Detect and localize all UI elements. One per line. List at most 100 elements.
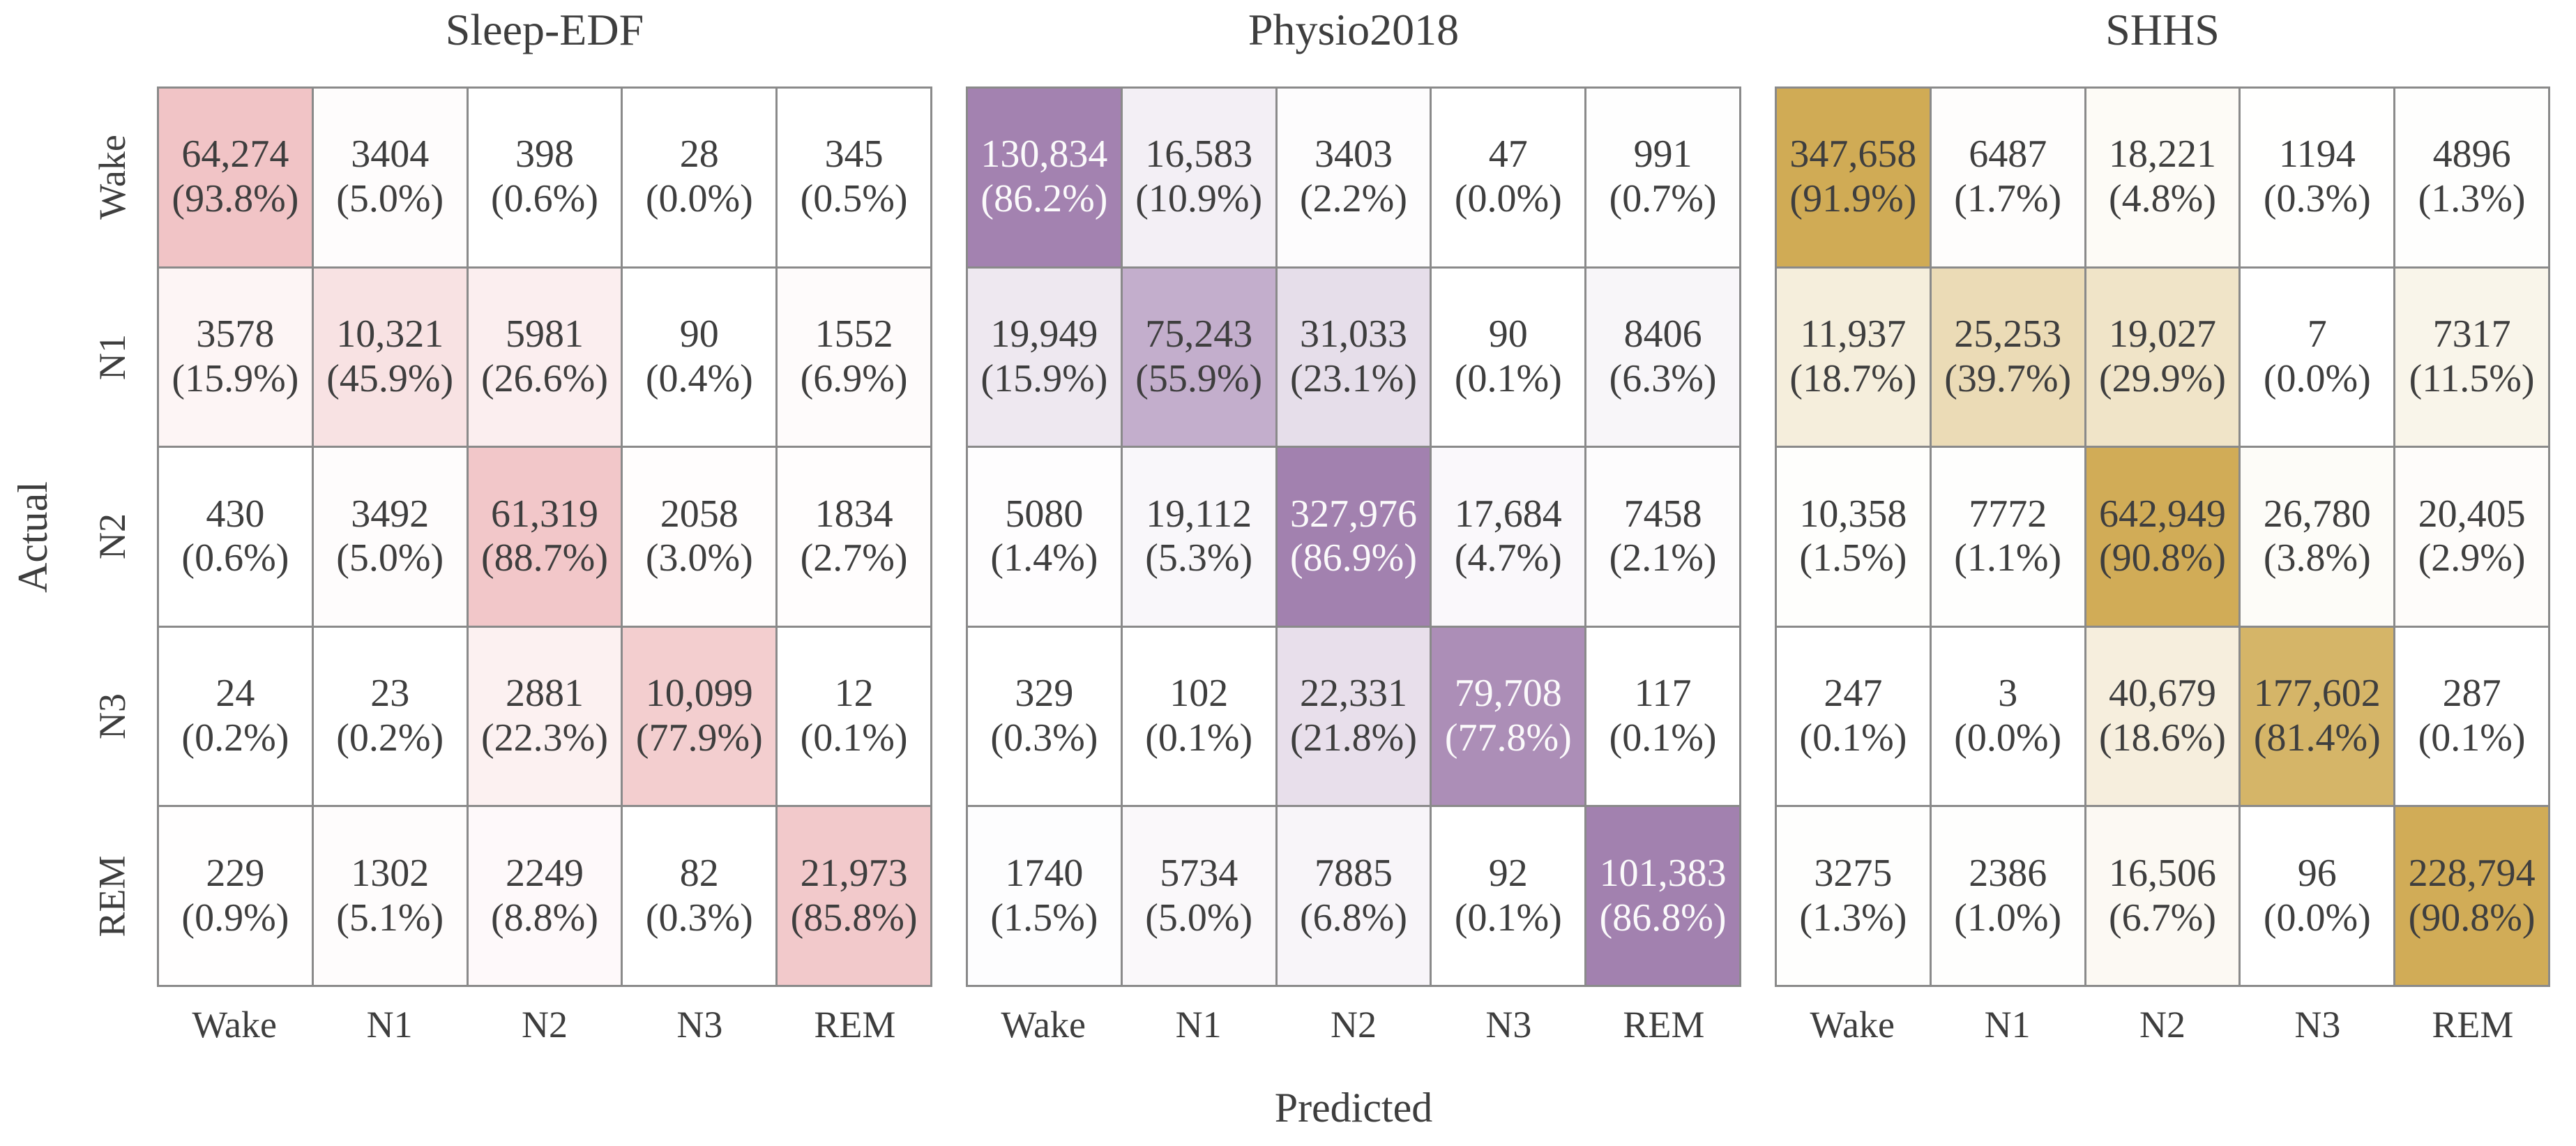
cell-count: 1740	[1005, 851, 1084, 895]
matrix-cell: 20,405 (2.9%)	[2395, 448, 2548, 626]
confusion-matrix-grid: 130,834 (86.2%) 16,583 (10.9%) 3403 (2.2%) 47(…	[966, 86, 1741, 987]
cell-count: 228,794	[2408, 851, 2536, 895]
cell-percent: (1.3%)	[1799, 896, 1907, 940]
cell-count: 2249	[505, 851, 584, 895]
cell-count: 398	[515, 133, 574, 176]
matrix-cell: 5080 (1.4%)	[968, 448, 1121, 626]
x-tick-label: REM	[2432, 1004, 2514, 1046]
x-tick-labels: Wake N1 N2 N3 REM	[1775, 1002, 2550, 1048]
x-axis-label: Predicted	[1274, 1085, 1433, 1131]
cell-percent: (4.7%)	[1454, 536, 1562, 580]
matrix-cell: 6487 (1.7%)	[1931, 89, 2084, 266]
cell-percent: (0.0%)	[1954, 716, 2062, 760]
matrix-cell: 398 (0.6%)	[468, 89, 621, 266]
cell-count: 18,221	[2108, 133, 2216, 176]
cell-count: 5080	[1005, 492, 1084, 536]
matrix-cell: 329 (0.3%)	[968, 627, 1121, 806]
cell-percent: (1.5%)	[990, 896, 1098, 940]
cell-percent: (3.0%)	[645, 536, 753, 580]
cell-percent: (0.3%)	[645, 896, 753, 940]
x-tick-label: Wake	[1001, 1004, 1086, 1046]
matrix-cell: 5734 (5.0%)	[1122, 807, 1275, 985]
matrix-cell: 642,949 (90.8%)	[2086, 448, 2239, 626]
cell-count: 1552	[815, 312, 893, 356]
cell-percent: (0.1%)	[1454, 356, 1562, 400]
matrix-cell: 19,112 (5.3%)	[1122, 448, 1275, 626]
matrix-cell: 64,274 (93.8%)	[159, 89, 312, 266]
matrix-cell: 31,033 (23.1%)	[1277, 268, 1430, 446]
x-tick-labels: Wake N1 N2 N3 REM	[966, 1002, 1741, 1048]
matrix-cell: 7317 (11.5%)	[2395, 268, 2548, 446]
cell-count: 5734	[1160, 851, 1238, 895]
cell-count: 64,274	[181, 133, 289, 176]
cell-count: 22,331	[1299, 672, 1407, 716]
cell-count: 28	[679, 133, 719, 176]
cell-count: 8406	[1623, 312, 1702, 356]
cell-percent: (93.8%)	[172, 177, 299, 221]
cell-count: 101,383	[1599, 851, 1727, 895]
y-tick-labels: Wake N1 N2 N3 REM	[70, 86, 133, 987]
cell-percent: (0.6%)	[181, 536, 289, 580]
matrix-cell: 430 (0.6%)	[159, 448, 312, 626]
cell-percent: (6.9%)	[800, 356, 908, 400]
cell-percent: (0.6%)	[491, 177, 598, 221]
cell-percent: (0.2%)	[181, 716, 289, 760]
matrix-cell: 10,321 (45.9%)	[313, 268, 467, 446]
cell-count: 17,684	[1454, 492, 1562, 536]
cell-percent: (0.5%)	[800, 177, 908, 221]
cell-percent: (45.9%)	[326, 356, 454, 400]
matrix-cell: 5981 (26.6%)	[468, 268, 621, 446]
cell-count: 130,834	[980, 133, 1108, 176]
cell-count: 90	[679, 312, 719, 356]
matrix-cell: 82 (0.3%)	[623, 807, 776, 985]
cell-count: 10,321	[336, 312, 444, 356]
matrix-cell: 23 (0.2%)	[313, 627, 467, 806]
cell-percent: (5.0%)	[1145, 896, 1253, 940]
cell-count: 31,033	[1299, 312, 1407, 356]
cell-percent: (2.7%)	[800, 536, 908, 580]
matrix-cell: 1194 (0.3%)	[2241, 89, 2394, 266]
matrix-cell: 7458 (2.1%)	[1586, 448, 1739, 626]
cell-percent: (0.7%)	[1609, 177, 1717, 221]
matrix-cell: 177,602 (81.4%)	[2241, 627, 2394, 806]
matrix-cell: 8406 (6.3%)	[1586, 268, 1739, 446]
matrix-cell: 28 (0.0%)	[623, 89, 776, 266]
matrix-cell: 19,949 (15.9%)	[968, 268, 1121, 446]
x-tick-label: N3	[1485, 1004, 1532, 1046]
cell-count: 16,583	[1145, 133, 1253, 176]
cell-percent: (0.0%)	[645, 177, 753, 221]
cell-percent: (0.9%)	[181, 896, 289, 940]
x-tick-label: N2	[522, 1004, 568, 1046]
matrix-cell: 3275 (1.3%)	[1777, 807, 1930, 985]
cell-percent: (11.5%)	[2409, 356, 2535, 400]
cell-count: 26,780	[2263, 492, 2371, 536]
cell-percent: (26.6%)	[481, 356, 608, 400]
cell-count: 10,099	[645, 672, 753, 716]
matrix-cell: 47 (0.0%)	[1432, 89, 1585, 266]
cell-percent: (85.8%)	[790, 896, 918, 940]
cell-percent: (0.1%)	[1799, 716, 1907, 760]
cell-count: 7	[2307, 312, 2327, 356]
cell-percent: (88.7%)	[481, 536, 608, 580]
y-tick-cell: Wake	[70, 89, 155, 266]
matrix-cell: 19,027 (29.9%)	[2086, 268, 2239, 446]
matrix-cell: 2058 (3.0%)	[623, 448, 776, 626]
cell-percent: (15.9%)	[980, 356, 1108, 400]
matrix-cell: 1740 (1.5%)	[968, 807, 1121, 985]
cell-percent: (1.3%)	[2418, 177, 2526, 221]
cell-percent: (15.9%)	[172, 356, 299, 400]
matrix-cell: 347,658 (91.9%)	[1777, 89, 1930, 266]
cell-percent: (6.8%)	[1300, 896, 1407, 940]
matrix-cell: 3404 (5.0%)	[313, 89, 467, 266]
cell-percent: (2.2%)	[1300, 177, 1407, 221]
cell-count: 4896	[2432, 133, 2511, 176]
cell-count: 3578	[196, 312, 275, 356]
cell-percent: (1.0%)	[1954, 896, 2062, 940]
matrix-cell: 90 (0.1%)	[1432, 268, 1585, 446]
matrix-cell: 26,780 (3.8%)	[2241, 448, 2394, 626]
cell-percent: (8.8%)	[491, 896, 598, 940]
matrix-cell: 90 (0.4%)	[623, 268, 776, 446]
matrix-title: Sleep-EDF	[445, 5, 644, 54]
cell-percent: (1.4%)	[990, 536, 1098, 580]
